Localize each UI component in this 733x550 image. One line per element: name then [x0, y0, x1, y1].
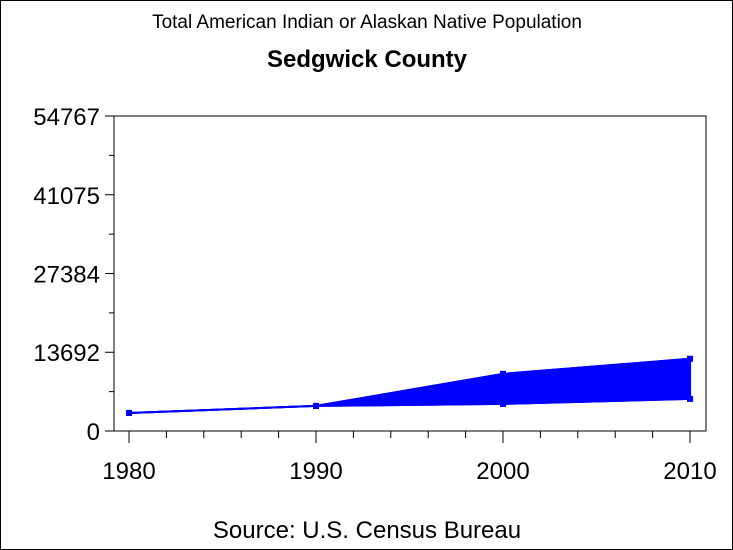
data-point	[313, 402, 319, 409]
x-tick-label: 2000	[476, 458, 529, 485]
data-point	[687, 355, 693, 362]
x-tick-label: 1990	[289, 458, 342, 485]
data-point	[500, 400, 506, 407]
series-line-1	[128, 397, 691, 414]
chart-title: Total American Indian or Alaskan Native …	[152, 12, 582, 33]
y-axis: 0 13692 27384 41075 54767	[33, 104, 114, 446]
y-tick-label: 41075	[33, 183, 100, 210]
data-point	[500, 370, 506, 377]
x-axis: 1980 1990 2000 2010	[102, 431, 717, 485]
data-point	[687, 395, 693, 402]
data-point	[126, 409, 132, 416]
x-tick-label: 2010	[663, 458, 716, 485]
series-marks	[126, 355, 693, 416]
y-tick-label: 13692	[33, 340, 100, 367]
x-tick-label: 1980	[102, 458, 155, 485]
y-tick-label: 27384	[33, 261, 100, 288]
y-tick-label: 54767	[33, 104, 100, 131]
chart-subtitle: Sedgwick County	[267, 46, 468, 73]
y-tick-label: 0	[87, 419, 100, 446]
source-footnote: Source: U.S. Census Bureau	[213, 517, 521, 544]
